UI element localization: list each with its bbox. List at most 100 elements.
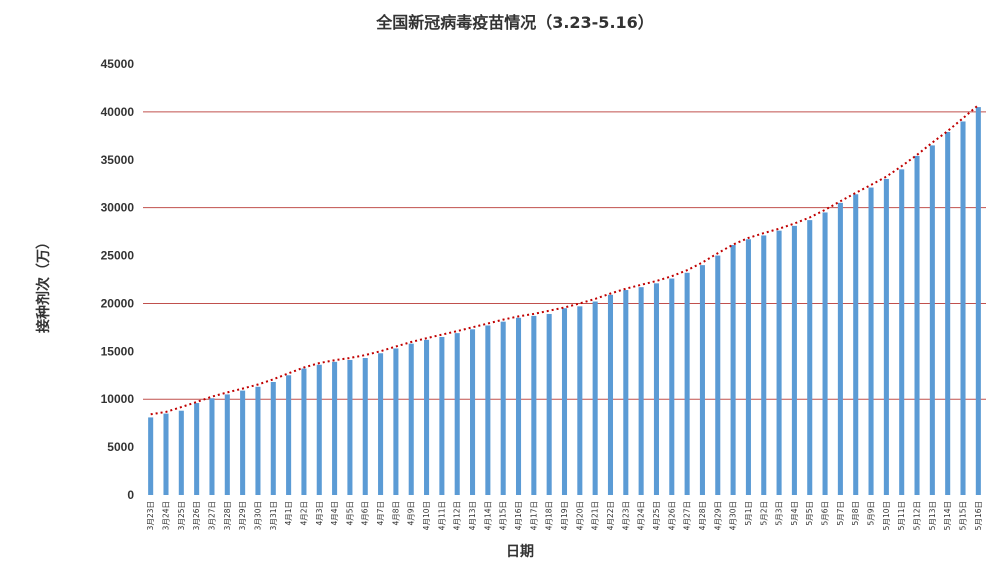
x-tick-label: 3月25日 [177, 501, 186, 530]
bar [515, 317, 522, 495]
bar [270, 381, 276, 495]
x-tick-label: 3月28日 [223, 501, 232, 530]
bar [945, 132, 951, 495]
bar [868, 187, 874, 495]
bar [500, 321, 506, 495]
y-tick-label: 15000 [101, 344, 135, 358]
x-tick-label: 3月26日 [192, 501, 201, 530]
x-tick-label: 3月24日 [161, 501, 170, 530]
x-tick-label: 4月3日 [315, 501, 324, 526]
bar [899, 169, 905, 495]
y-tick-label: 5000 [107, 440, 134, 454]
x-tick-label: 5月6日 [821, 501, 830, 526]
x-tick-label: 4月7日 [376, 501, 385, 526]
x-tick-label: 4月29日 [713, 501, 722, 530]
y-tick-label: 10000 [101, 392, 135, 406]
bar [914, 155, 920, 496]
x-tick-label: 5月13日 [928, 501, 937, 530]
y-tick-label: 40000 [101, 105, 135, 119]
x-tick-label: 4月18日 [545, 501, 554, 530]
bar [163, 413, 169, 495]
x-tick-label: 4月5日 [345, 501, 354, 526]
x-tick-label: 3月31日 [269, 501, 278, 530]
bar [454, 333, 460, 495]
y-tick-label: 25000 [101, 249, 135, 263]
bar [883, 178, 889, 495]
x-tick-label: 5月15日 [959, 501, 968, 530]
x-tick-label: 3月27日 [207, 501, 216, 530]
x-tick-label: 4月13日 [468, 501, 477, 530]
y-tick-label: 35000 [101, 153, 135, 167]
x-tick-label: 4月20日 [575, 501, 584, 530]
x-tick-label: 4月10日 [422, 501, 431, 530]
bar [561, 308, 568, 495]
bar [837, 202, 843, 495]
x-tick-label: 3月29日 [238, 501, 247, 530]
x-tick-label: 5月16日 [974, 501, 983, 530]
x-tick-label: 4月24日 [637, 501, 646, 530]
bar [286, 375, 292, 495]
bar [715, 255, 721, 495]
y-tick-label: 45000 [101, 57, 135, 71]
bar [822, 212, 828, 495]
bar [347, 359, 353, 495]
bar [776, 230, 782, 496]
x-tick-label: 5月12日 [913, 501, 922, 530]
x-tick-label: 5月1日 [744, 501, 753, 526]
bar [393, 348, 399, 495]
trend-line [150, 104, 979, 416]
x-tick-label: 4月28日 [698, 501, 707, 530]
bar [224, 394, 230, 495]
bar [301, 368, 307, 495]
bar [378, 353, 384, 495]
x-tick-label: 4月1日 [284, 501, 293, 526]
y-axis-label: 接种剂次（万） [35, 235, 52, 333]
x-tick-label: 5月9日 [867, 501, 876, 526]
bar [439, 336, 445, 495]
x-tick-label: 4月17日 [529, 501, 538, 530]
bar [408, 343, 414, 495]
bar [638, 287, 644, 495]
bar [546, 313, 552, 495]
x-tick-label: 4月23日 [621, 501, 630, 530]
x-tick-label: 3月30日 [253, 501, 262, 530]
bar [791, 225, 797, 495]
x-axis-label: 日期 [506, 544, 534, 560]
x-tick-label: 4月27日 [683, 501, 692, 530]
bar [623, 290, 629, 495]
x-tick-label: 4月4日 [330, 501, 339, 526]
x-tick-label: 4月19日 [560, 501, 569, 530]
x-tick-label: 4月11日 [437, 501, 446, 530]
bar [255, 386, 261, 495]
bar [592, 301, 598, 495]
bar [485, 325, 491, 495]
x-tick-label: 4月2日 [299, 501, 308, 526]
x-tick-label: 4月15日 [499, 501, 508, 530]
y-tick-label: 30000 [101, 201, 135, 215]
y-tick-label: 0 [127, 488, 134, 502]
x-tick-label: 4月21日 [591, 501, 600, 530]
x-tick-label: 5月3日 [775, 501, 784, 526]
x-tick-label: 4月22日 [606, 501, 615, 530]
bar [209, 398, 215, 495]
bar [853, 194, 859, 495]
y-axis-ticks: 0 5000 10000 15000 20000 25000 30000 35000 40000… [101, 57, 135, 502]
bar [745, 239, 751, 495]
bar [684, 272, 690, 495]
x-tick-label: 5月14日 [943, 501, 952, 530]
bar [194, 403, 200, 495]
bar [960, 121, 966, 495]
bars [148, 107, 981, 496]
bar [929, 145, 935, 495]
x-tick-label: 5月5日 [805, 501, 814, 526]
bar [178, 410, 184, 495]
bar [577, 306, 583, 495]
y-tick-label: 20000 [101, 296, 135, 310]
x-tick-label: 4月9日 [407, 501, 416, 526]
x-tick-label: 4月16日 [514, 501, 523, 530]
bar [424, 339, 430, 495]
bar [470, 329, 476, 495]
bar [240, 390, 246, 495]
bar [669, 278, 675, 495]
x-tick-label: 4月8日 [391, 501, 400, 526]
